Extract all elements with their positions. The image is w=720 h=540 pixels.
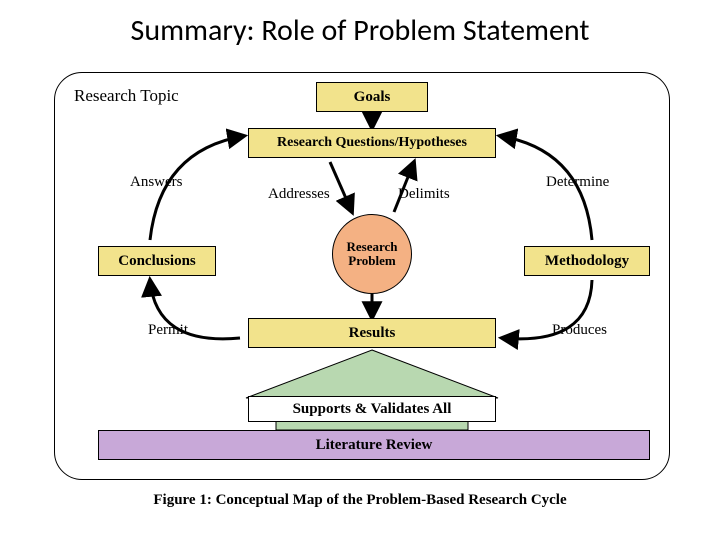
node-conclusions: Conclusions xyxy=(98,246,216,276)
node-supports: Supports & Validates All xyxy=(248,396,496,422)
node-rqh: Research Questions/Hypotheses xyxy=(248,128,496,158)
figure-caption: Figure 1: Conceptual Map of the Problem-… xyxy=(0,492,720,509)
label-delimits: Delimits xyxy=(398,186,450,203)
node-litreview: Literature Review xyxy=(98,430,650,460)
slide-title: Summary: Role of Problem Statement xyxy=(0,12,720,49)
research-topic-label: Research Topic xyxy=(74,86,179,106)
label-answers: Answers xyxy=(130,174,183,191)
node-problem: ResearchProblem xyxy=(332,214,412,294)
label-addresses: Addresses xyxy=(268,186,330,203)
label-determine: Determine xyxy=(546,174,609,191)
node-results: Results xyxy=(248,318,496,348)
label-produces: Produces xyxy=(552,322,607,339)
node-methodology: Methodology xyxy=(524,246,650,276)
label-permit: Permit xyxy=(148,322,188,339)
node-goals: Goals xyxy=(316,82,428,112)
slide: Summary: Role of Problem Statement Resea… xyxy=(0,0,720,540)
